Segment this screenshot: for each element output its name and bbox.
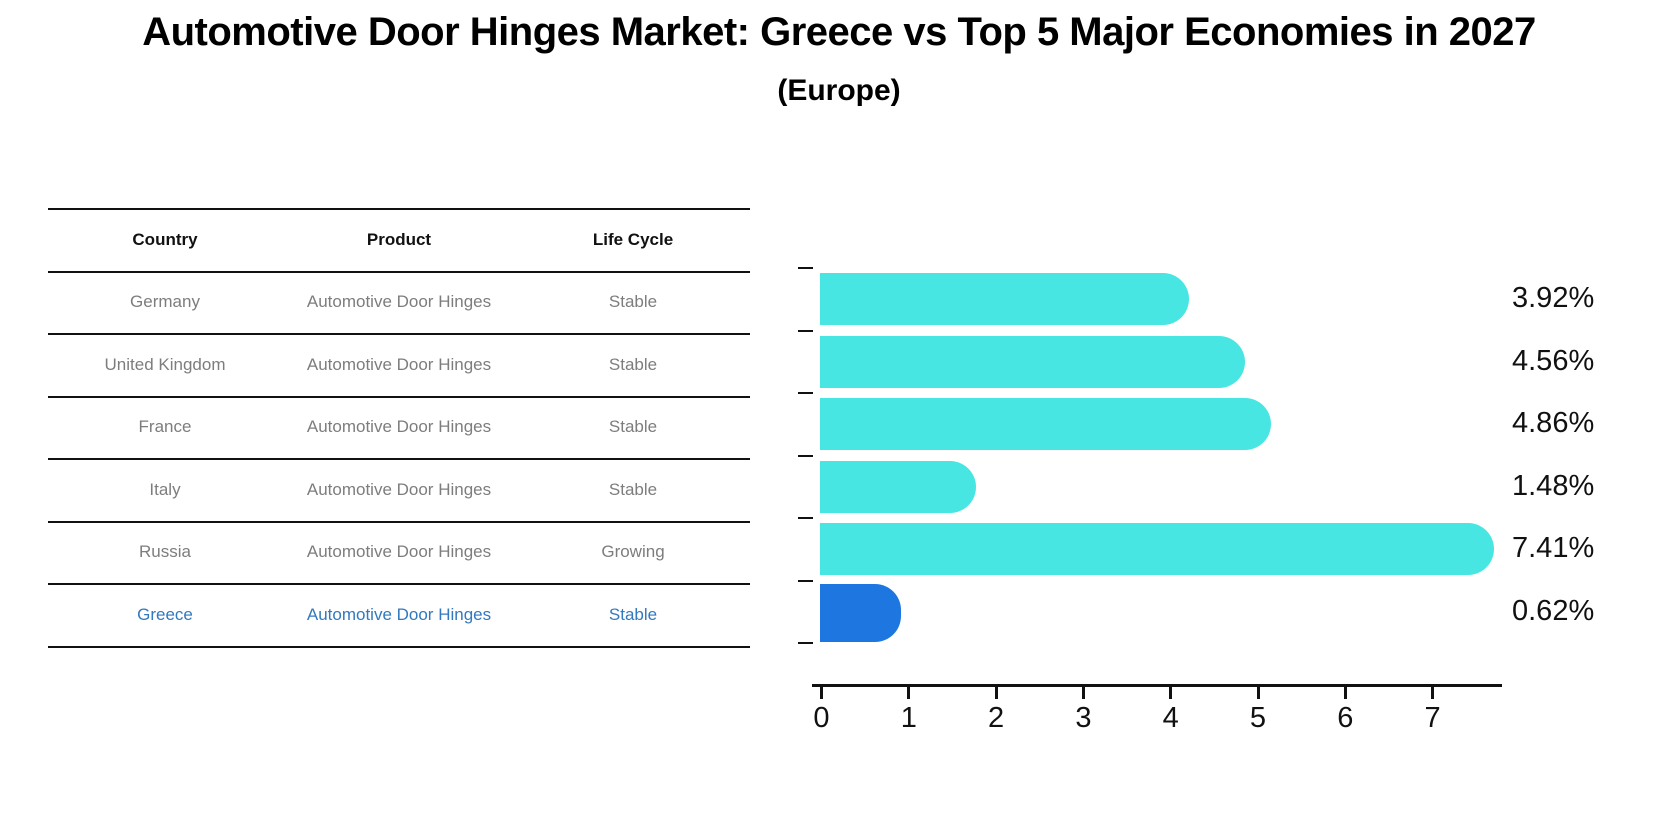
page-title: Automotive Door Hinges Market: Greece vs… xyxy=(142,10,1536,54)
table-row: United Kingdom Automotive Door Hinges Stab… xyxy=(48,335,750,398)
x-axis-tick xyxy=(1431,687,1435,699)
y-axis-tick xyxy=(798,267,813,269)
cell-product: Automotive Door Hinges xyxy=(306,479,492,499)
bar-row: 7.41% xyxy=(820,518,1594,581)
bar-greece xyxy=(820,583,901,642)
table-row: France Automotive Door Hinges Stable xyxy=(48,398,750,460)
y-axis-tick xyxy=(798,642,813,644)
x-axis-label: 6 xyxy=(1337,702,1354,734)
x-axis-line xyxy=(812,684,1502,687)
cell-country: Greece xyxy=(137,604,193,624)
cell-product: Automotive Door Hinges xyxy=(306,542,492,562)
bar-italy xyxy=(820,460,976,513)
x-axis-label: 1 xyxy=(900,702,917,734)
bar-united-kingdom xyxy=(820,335,1245,388)
y-axis-tick xyxy=(798,454,813,457)
bar-row: 4.86% xyxy=(820,393,1594,456)
x-axis-tick xyxy=(994,687,998,699)
cell-product: Automotive Door Hinges xyxy=(306,417,492,437)
value-label: 7.41% xyxy=(1512,532,1595,565)
y-axis-tick xyxy=(798,392,813,394)
value-label: 4.86% xyxy=(1512,407,1595,440)
value-label: 4.56% xyxy=(1512,344,1595,377)
cell-country: Italy xyxy=(149,479,181,499)
value-label: 0.62% xyxy=(1512,594,1595,627)
x-axis-label: 3 xyxy=(1075,702,1092,734)
x-axis-tick xyxy=(1081,687,1085,699)
x-axis-tick xyxy=(1169,687,1173,699)
table-header-cell-country: Country xyxy=(132,229,198,249)
bar-row: 1.48% xyxy=(820,456,1594,519)
table-row: Germany Automotive Door Hinges Stable xyxy=(48,273,750,335)
page-subtitle: (Europe) xyxy=(777,74,901,107)
x-axis-label: 5 xyxy=(1249,702,1267,734)
cell-life-cycle: Stable xyxy=(608,604,658,624)
cell-product: Automotive Door Hinges xyxy=(306,604,492,624)
x-axis-tick xyxy=(820,687,823,699)
cell-product: Automotive Door Hinges xyxy=(306,354,492,374)
cell-country: Russia xyxy=(139,542,191,562)
cell-country: United Kingdom xyxy=(104,354,226,374)
x-axis-label: 7 xyxy=(1424,702,1441,734)
x-axis-tick xyxy=(907,687,911,699)
x-axis-tick xyxy=(1343,687,1347,699)
bar-germany xyxy=(820,273,1189,325)
table-header-row: Country Product Life Cycle xyxy=(48,210,750,273)
bar-chart: 3.92% 4.56% 4.86% 1.48% 7.41% 0.62% 0 1 2 3 4 5 6 7 xyxy=(798,267,1678,823)
cell-country: Germany xyxy=(130,292,200,312)
bar-france xyxy=(820,398,1271,450)
cell-life-cycle: Stable xyxy=(608,479,658,499)
value-label: 1.48% xyxy=(1512,469,1595,502)
table-header-cell-life-cycle: Life Cycle xyxy=(592,229,674,249)
bar-russia xyxy=(820,523,1494,575)
x-axis-tick xyxy=(1256,687,1260,699)
y-axis-tick xyxy=(798,329,813,332)
value-label: 3.92% xyxy=(1512,282,1595,315)
table-header-cell-product: Product xyxy=(366,229,432,249)
table-row: Italy Automotive Door Hinges Stable xyxy=(48,460,750,523)
x-axis-label: 4 xyxy=(1162,702,1179,734)
bar-row: 4.56% xyxy=(820,331,1594,394)
y-axis-tick xyxy=(798,579,813,582)
y-axis-tick xyxy=(798,517,813,519)
cell-life-cycle: Growing xyxy=(601,542,665,562)
cell-product: Automotive Door Hinges xyxy=(306,292,492,312)
country-table: Country Product Life Cycle Germany Automoti… xyxy=(48,208,750,648)
cell-life-cycle: Stable xyxy=(608,417,658,437)
bar-row: 3.92% xyxy=(820,268,1594,331)
table-row: Greece Automotive Door Hinges Stable xyxy=(48,585,750,648)
cell-life-cycle: Stable xyxy=(608,354,658,374)
bar-row: 0.62% xyxy=(820,581,1594,644)
x-axis-label: 2 xyxy=(988,702,1005,734)
cell-country: France xyxy=(138,417,192,437)
table-row: Russia Automotive Door Hinges Growing xyxy=(48,523,750,585)
x-axis-label: 0 xyxy=(813,702,830,734)
cell-life-cycle: Stable xyxy=(608,292,658,312)
